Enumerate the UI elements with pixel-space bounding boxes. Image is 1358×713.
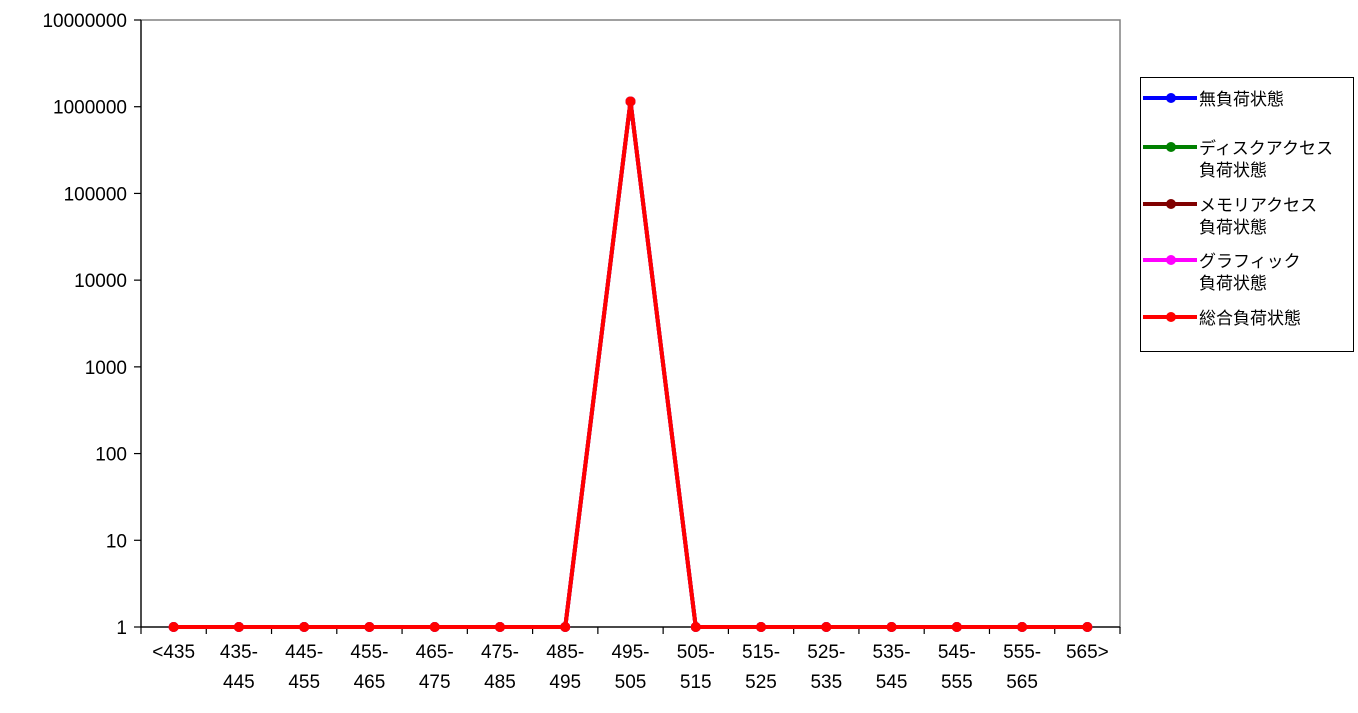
y-tick-label: 1000 <box>85 358 127 379</box>
x-tick-label: 445-455 <box>285 642 323 693</box>
y-tick-label: 10000 <box>74 271 127 292</box>
x-tick-label: 535-545 <box>873 642 911 693</box>
data-point <box>1017 622 1028 632</box>
legend-label: メモリアクセス 負荷状態 <box>1199 196 1318 238</box>
legend-swatch <box>1143 92 1197 104</box>
y-tick-label: 100000 <box>64 184 127 205</box>
data-point <box>168 622 179 632</box>
y-tick-label: 100 <box>95 445 127 466</box>
legend-swatch <box>1143 141 1197 153</box>
legend-swatch-marker <box>1166 93 1176 103</box>
data-point <box>429 622 440 632</box>
y-tick-label: 1 <box>116 618 127 639</box>
legend-label: 総合負荷状態 <box>1199 309 1301 329</box>
x-tick-label: 525-535 <box>807 642 845 693</box>
series-line <box>173 99 1088 629</box>
legend-swatch <box>1143 198 1197 210</box>
legend-swatch-marker <box>1166 199 1176 209</box>
x-tick-label: 455-465 <box>350 642 388 693</box>
series-line <box>173 99 1088 629</box>
y-tick-label: 1000000 <box>53 98 127 119</box>
data-point <box>494 622 505 632</box>
x-tick-label: <435 <box>152 642 195 663</box>
x-tick-label: 555-565 <box>1003 642 1041 693</box>
legend-label: 無負荷状態 <box>1199 90 1284 110</box>
data-point <box>625 96 636 107</box>
x-tick-label: 505-515 <box>677 642 715 693</box>
data-point <box>690 622 701 632</box>
legend-swatch-marker <box>1166 255 1176 265</box>
series-line <box>173 99 1088 629</box>
legend: 無負荷状態ディスクアクセス 負荷状態 メモリアクセス 負荷状態 グラフィック 負荷状… <box>1140 77 1354 352</box>
x-tick-label: 475-485 <box>481 642 519 693</box>
data-point <box>1082 622 1093 632</box>
x-tick-label: 565> <box>1066 642 1109 663</box>
x-tick-label: 465-475 <box>416 642 454 693</box>
x-tick-label: 545-555 <box>938 642 976 693</box>
series-line <box>173 99 1088 629</box>
y-tick-label: 10000000 <box>42 11 127 32</box>
x-tick-label: 515-525 <box>742 642 780 693</box>
data-point <box>821 622 832 632</box>
data-point <box>560 622 571 632</box>
legend-swatch-marker <box>1166 142 1176 152</box>
y-tick-label: 10 <box>106 531 127 552</box>
legend-swatch-marker <box>1166 312 1176 322</box>
series-line <box>173 99 1088 629</box>
x-tick-label: 485-495 <box>546 642 584 693</box>
x-tick-label: 435-445 <box>220 642 258 693</box>
legend-swatch <box>1143 254 1197 266</box>
legend-swatch <box>1143 311 1197 323</box>
data-point <box>233 622 244 632</box>
data-point <box>756 622 767 632</box>
data-point <box>951 622 962 632</box>
data-point <box>364 622 375 632</box>
data-point <box>299 622 310 632</box>
data-point <box>886 622 897 632</box>
x-tick-label: 495-505 <box>611 642 649 693</box>
legend-label: グラフィック 負荷状態 <box>1199 252 1301 294</box>
legend-label: ディスクアクセス 負荷状態 <box>1199 139 1333 181</box>
